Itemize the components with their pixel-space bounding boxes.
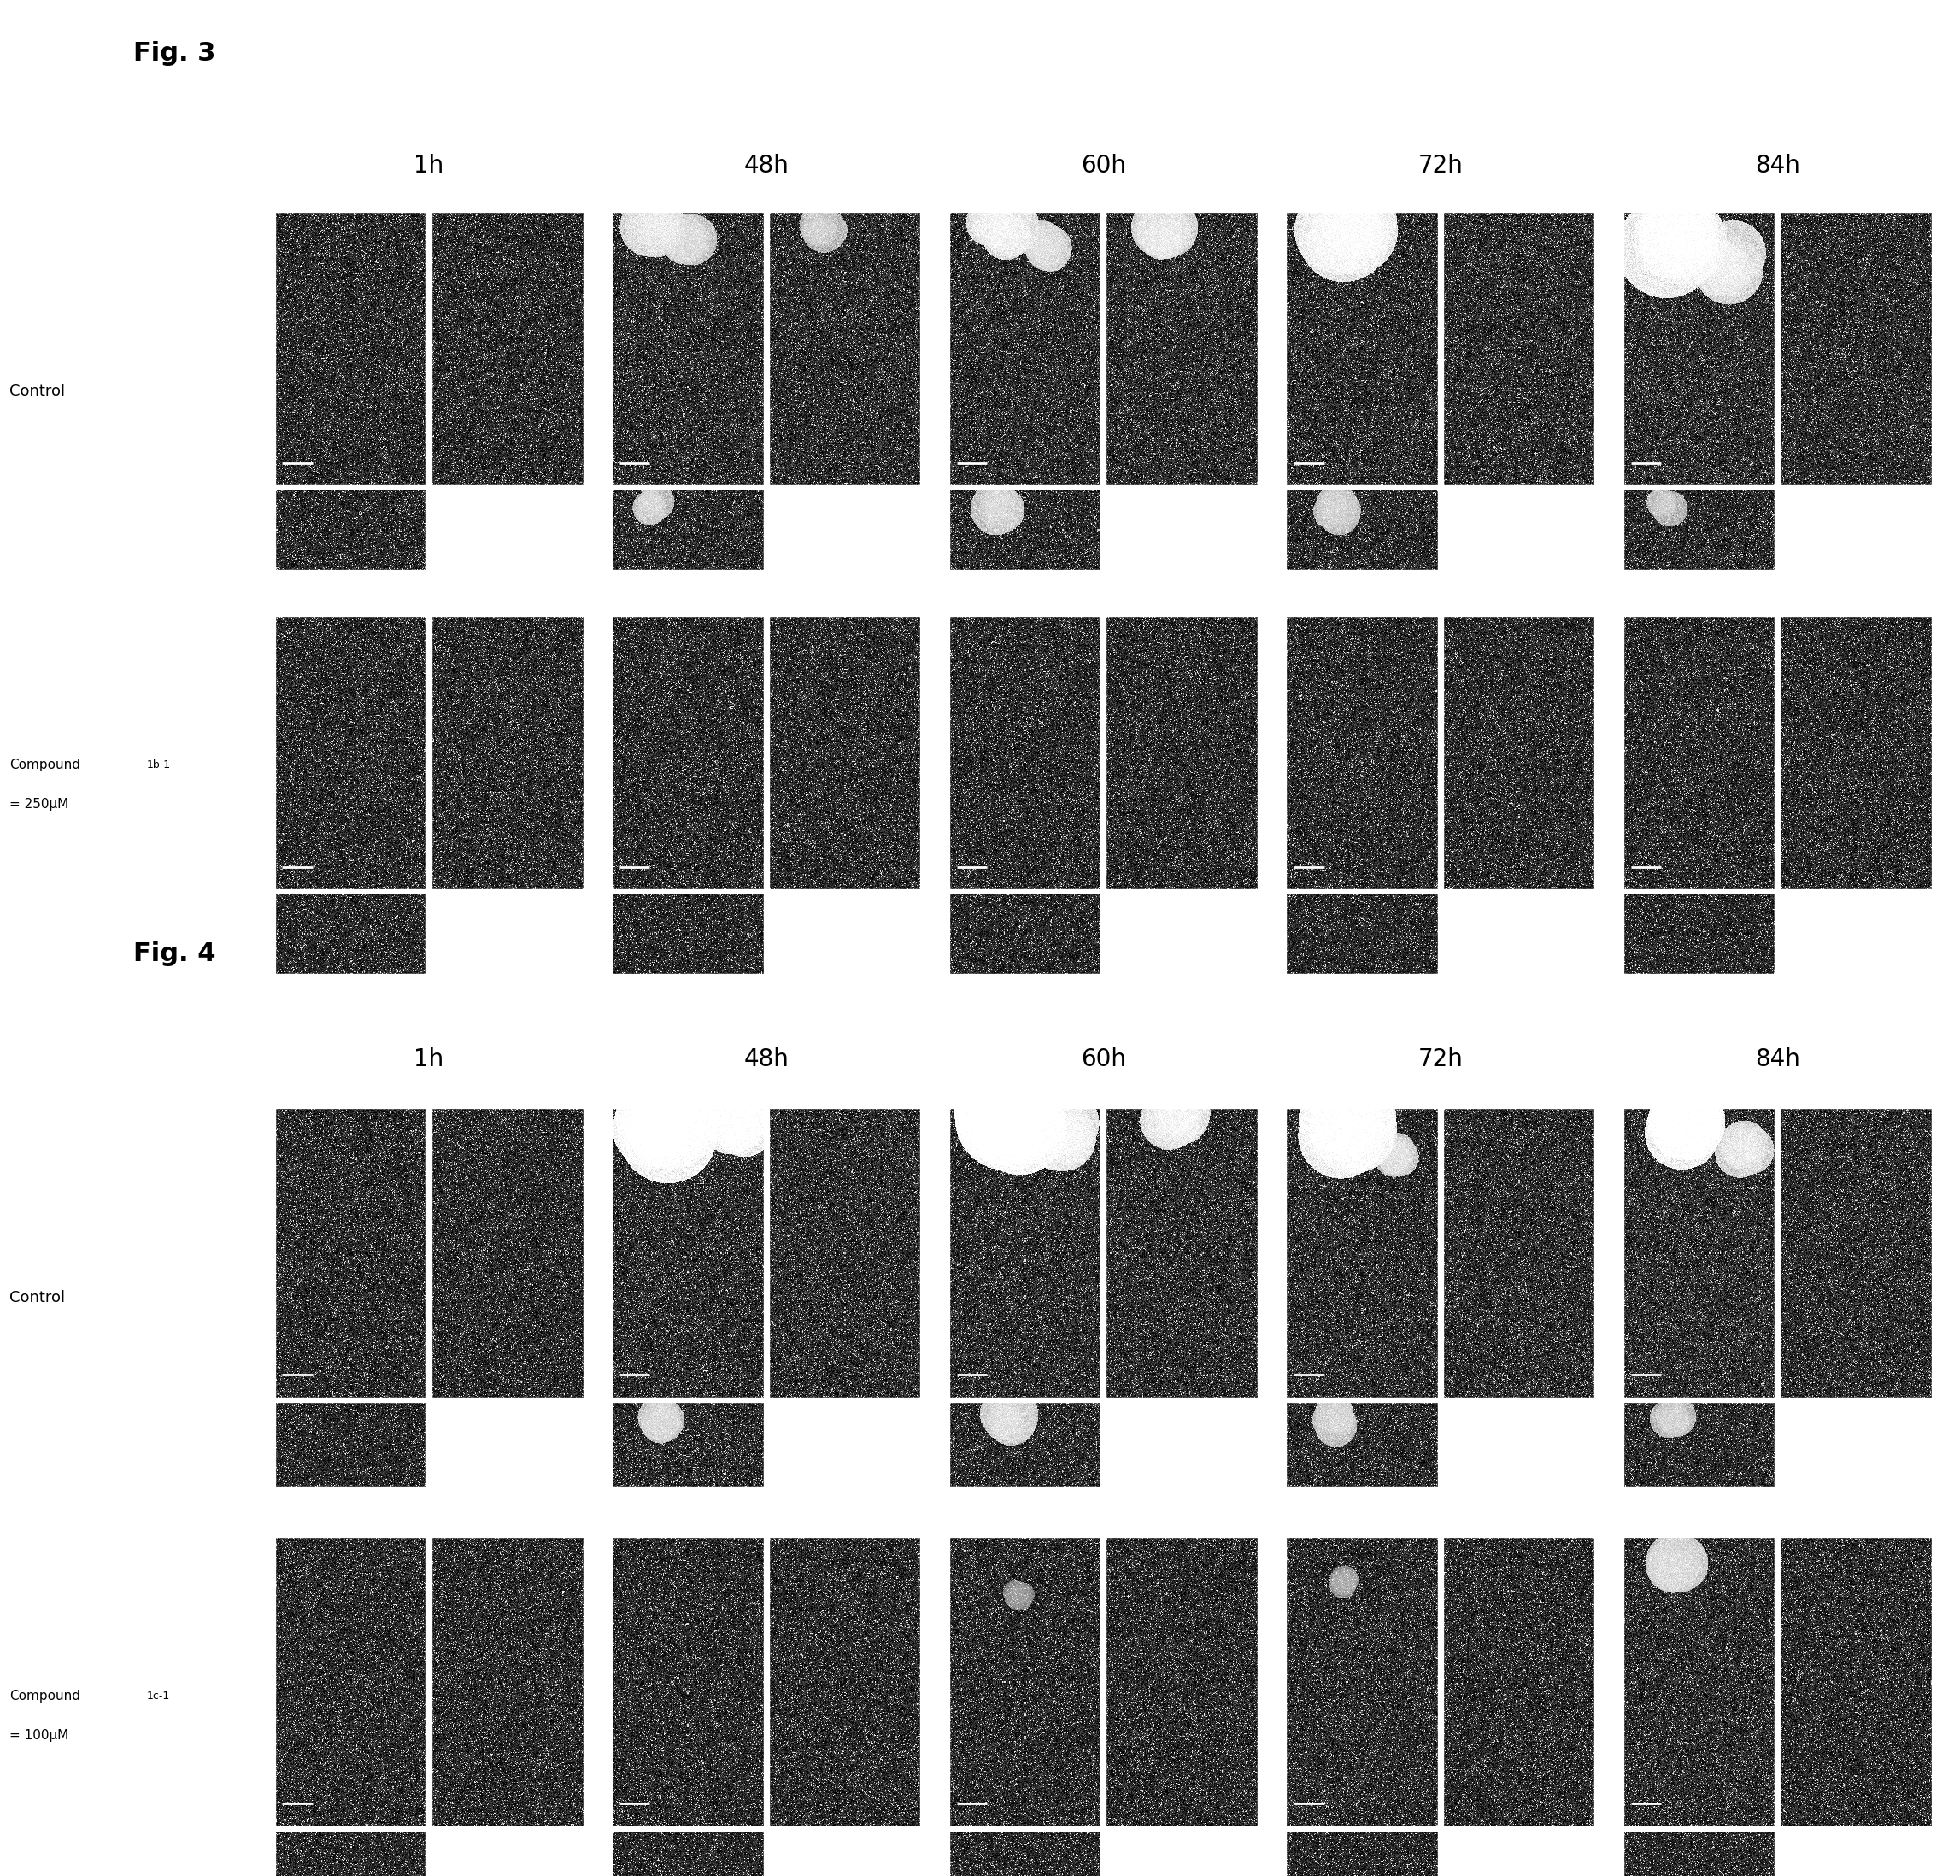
Text: 84h: 84h: [1754, 154, 1799, 178]
Text: 84h: 84h: [1754, 1047, 1799, 1071]
Text: Compound: Compound: [10, 1690, 80, 1703]
Text: 72h: 72h: [1417, 154, 1462, 178]
Text: = 100μM: = 100μM: [10, 1730, 69, 1743]
Text: 1b-1: 1b-1: [147, 760, 171, 771]
Text: Control: Control: [10, 383, 65, 398]
Text: 1h: 1h: [414, 154, 445, 178]
Text: Fig. 4: Fig. 4: [133, 942, 216, 966]
Text: Control: Control: [10, 1291, 65, 1306]
Text: = 250μM: = 250μM: [10, 797, 69, 810]
Text: 1h: 1h: [414, 1047, 445, 1071]
Text: 60h: 60h: [1080, 1047, 1125, 1071]
Text: Fig. 3: Fig. 3: [133, 41, 216, 66]
Text: 72h: 72h: [1417, 1047, 1462, 1071]
Text: Compound: Compound: [10, 758, 80, 771]
Text: 1c-1: 1c-1: [147, 1690, 171, 1702]
Text: 48h: 48h: [743, 1047, 788, 1071]
Text: 48h: 48h: [743, 154, 788, 178]
Text: 60h: 60h: [1080, 154, 1125, 178]
